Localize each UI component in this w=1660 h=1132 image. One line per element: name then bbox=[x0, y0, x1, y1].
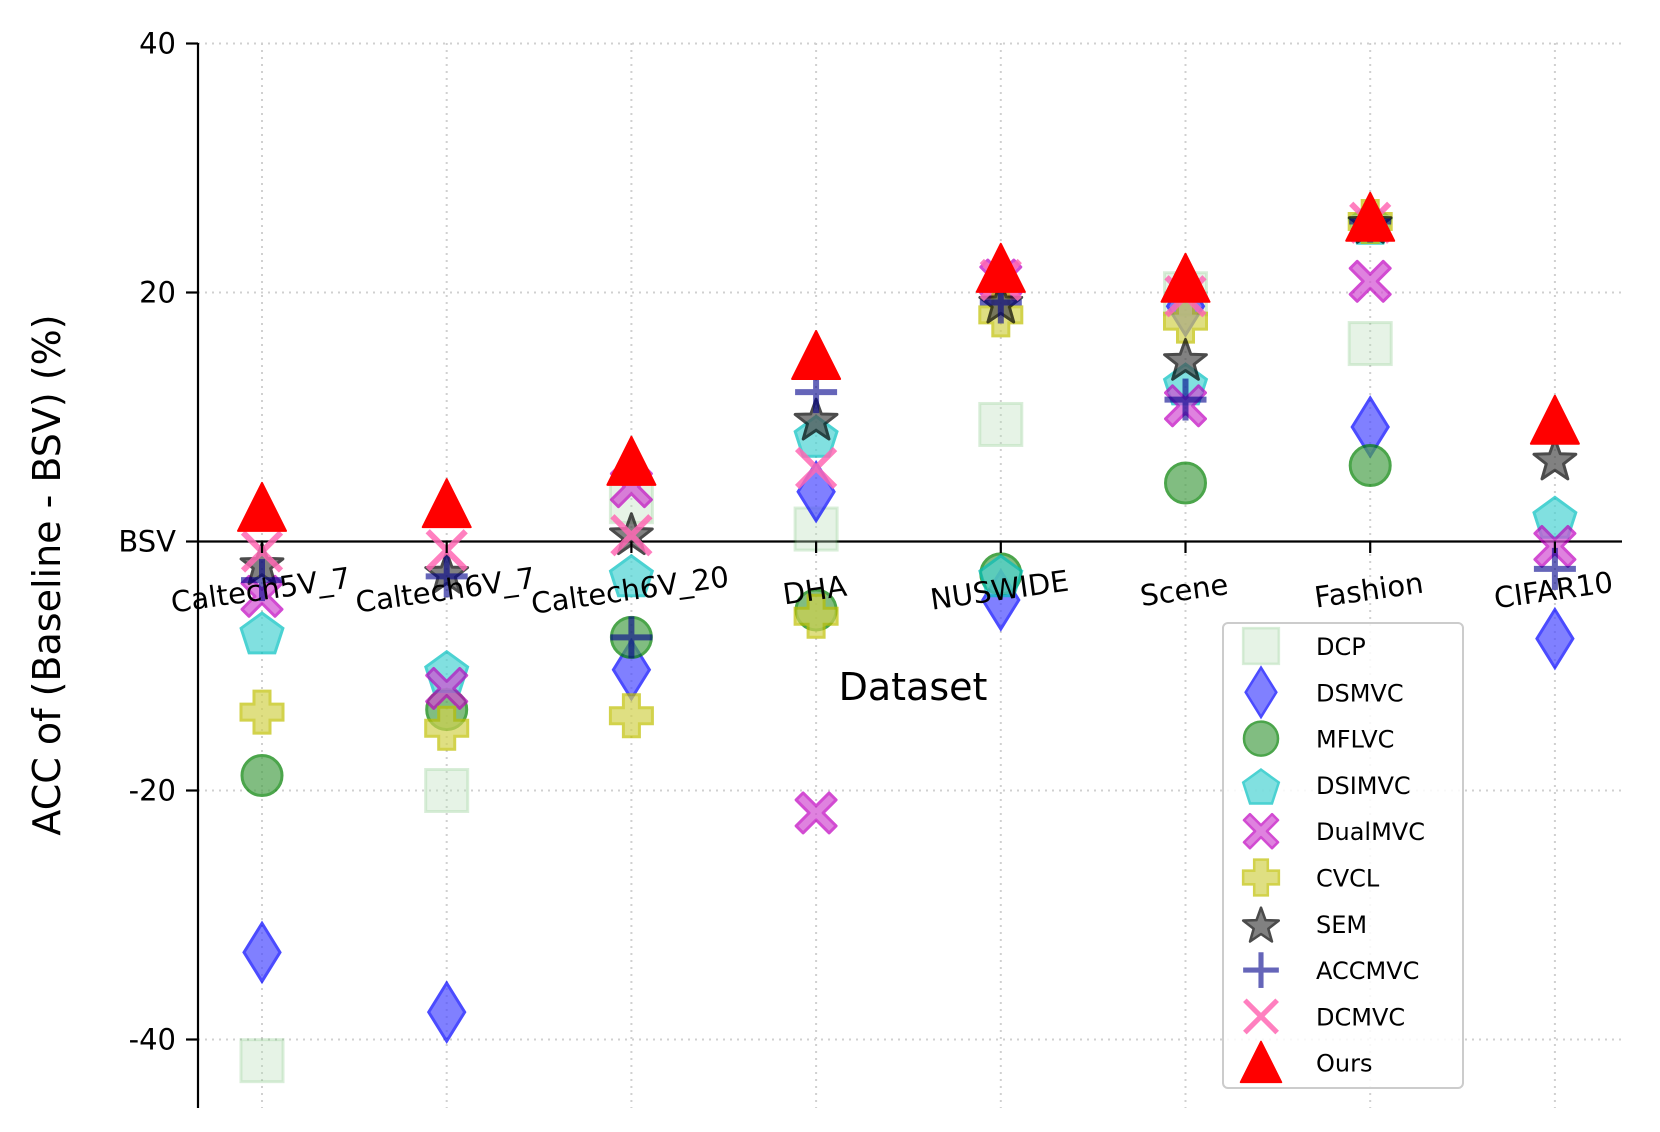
point-cvcl-dha bbox=[793, 593, 839, 639]
x-axis-label: Dataset bbox=[839, 665, 988, 709]
point-dcp-fashion bbox=[1347, 321, 1393, 367]
legend-entry-dcp: DCP bbox=[1241, 626, 1366, 666]
point-ours-nuswide bbox=[975, 242, 1026, 293]
point-accmvc-caltech6v_20 bbox=[610, 616, 653, 659]
series-ours bbox=[237, 191, 1580, 532]
point-sem-dha bbox=[793, 397, 839, 441]
x-tick-label: CIFAR10 bbox=[1492, 565, 1615, 615]
point-dualmvc-dha bbox=[794, 791, 838, 835]
legend-label: Ours bbox=[1316, 1050, 1372, 1078]
y-tick-label: 40 bbox=[139, 27, 176, 61]
point-dualmvc-fashion bbox=[1348, 259, 1392, 303]
series-sem bbox=[239, 201, 1578, 594]
point-ours-scene bbox=[1160, 252, 1211, 303]
point-mflvc-scene bbox=[1164, 461, 1207, 505]
legend: DCP DSMVC MFLVC DSIMVC DualMVC CVCL SEM ACCMVC D… bbox=[1222, 622, 1464, 1089]
point-dsmvc-cifar10 bbox=[1535, 606, 1575, 671]
point-sem-cifar10 bbox=[1532, 437, 1578, 481]
legend-marker-accmvc bbox=[1243, 952, 1279, 988]
legend-marker-cvcl bbox=[1241, 858, 1281, 897]
point-ours-fashion bbox=[1345, 191, 1396, 242]
point-accmvc-caltech5v_7 bbox=[241, 559, 283, 602]
point-dsimvc-nuswide bbox=[978, 554, 1024, 598]
legend-marker-dcmvc bbox=[1243, 998, 1279, 1035]
point-cvcl-caltech5v_7 bbox=[239, 689, 285, 735]
legend-entry-dualmvc: DualMVC bbox=[1242, 812, 1425, 850]
legend-marker-ours bbox=[1239, 1040, 1283, 1084]
legend-marker-dsimvc bbox=[1241, 768, 1281, 805]
point-dcmvc-dha bbox=[794, 446, 838, 490]
point-dsimvc-caltech6v_20 bbox=[608, 554, 655, 598]
legend-label: DSIMVC bbox=[1316, 772, 1411, 800]
point-dsmvc-caltech6v_7 bbox=[426, 980, 467, 1044]
point-dualmvc-caltech6v_7 bbox=[425, 666, 469, 710]
legend-marker-mflvc bbox=[1242, 720, 1280, 757]
legend-entry-dcmvc: DCMVC bbox=[1243, 998, 1405, 1035]
point-ours-caltech6v_20 bbox=[606, 435, 657, 486]
legend-label: DCMVC bbox=[1316, 1003, 1405, 1031]
y-axis-label: ACC of (Baseline - BSV) (%) bbox=[25, 314, 69, 835]
legend-label: SEM bbox=[1316, 911, 1367, 939]
point-cvcl-caltech6v_20 bbox=[608, 693, 654, 739]
point-dcp-caltech6v_7 bbox=[424, 768, 470, 813]
y-tick-label: -20 bbox=[129, 774, 176, 808]
point-accmvc-scene bbox=[1164, 378, 1207, 421]
y-tick-label: -40 bbox=[129, 1023, 176, 1057]
legend-entry-mflvc: MFLVC bbox=[1242, 720, 1394, 757]
point-accmvc-caltech6v_7 bbox=[425, 555, 468, 598]
legend-marker-dualmvc bbox=[1242, 812, 1280, 850]
legend-entry-accmvc: ACCMVC bbox=[1243, 952, 1419, 988]
point-accmvc-cifar10 bbox=[1533, 547, 1576, 590]
legend-frame bbox=[1222, 622, 1464, 1089]
y-tick-label: BSV bbox=[118, 525, 176, 559]
legend-marker-dsmvc bbox=[1244, 665, 1278, 720]
point-mflvc-caltech5v_7 bbox=[240, 754, 284, 798]
x-tick-label: DHA bbox=[781, 569, 849, 612]
legend-marker-dcp bbox=[1241, 626, 1281, 666]
point-ours-caltech5v_7 bbox=[237, 481, 287, 532]
y-tick-label: 20 bbox=[139, 276, 176, 310]
point-ours-cifar10 bbox=[1529, 394, 1580, 445]
legend-entry-cvcl: CVCL bbox=[1241, 858, 1380, 897]
legend-entry-dsimvc: DSIMVC bbox=[1241, 768, 1411, 805]
point-mflvc-fashion bbox=[1348, 444, 1392, 488]
legend-label: DualMVC bbox=[1316, 818, 1425, 846]
legend-label: ACCMVC bbox=[1316, 957, 1419, 985]
y-axis-ticks: 40 20 BSV -20 -40 bbox=[118, 27, 198, 1057]
legend-marker-sem bbox=[1241, 906, 1281, 943]
point-ours-dha bbox=[791, 329, 842, 380]
point-dsmvc-caltech5v_7 bbox=[242, 920, 282, 985]
legend-entry-ours: Ours bbox=[1239, 1040, 1372, 1084]
point-dcp-caltech5v_7 bbox=[239, 1038, 285, 1084]
x-tick-label: Fashion bbox=[1312, 566, 1425, 615]
point-cvcl-caltech6v_7 bbox=[424, 705, 470, 751]
legend-entry-sem: SEM bbox=[1241, 906, 1367, 943]
point-dcp-nuswide bbox=[978, 401, 1024, 447]
point-ours-caltech6v_7 bbox=[421, 478, 472, 529]
legend-label: MFLVC bbox=[1316, 726, 1394, 754]
point-dsimvc-caltech5v_7 bbox=[239, 611, 285, 655]
point-sem-scene bbox=[1163, 338, 1208, 381]
legend-label: DCP bbox=[1316, 633, 1366, 661]
legend-label: DSMVC bbox=[1316, 679, 1404, 707]
point-dcmvc-caltech6v_20 bbox=[610, 514, 653, 557]
x-tick-label: Scene bbox=[1138, 567, 1230, 613]
legend-entry-dsmvc: DSMVC bbox=[1244, 665, 1404, 720]
legend-label: CVCL bbox=[1316, 865, 1380, 893]
